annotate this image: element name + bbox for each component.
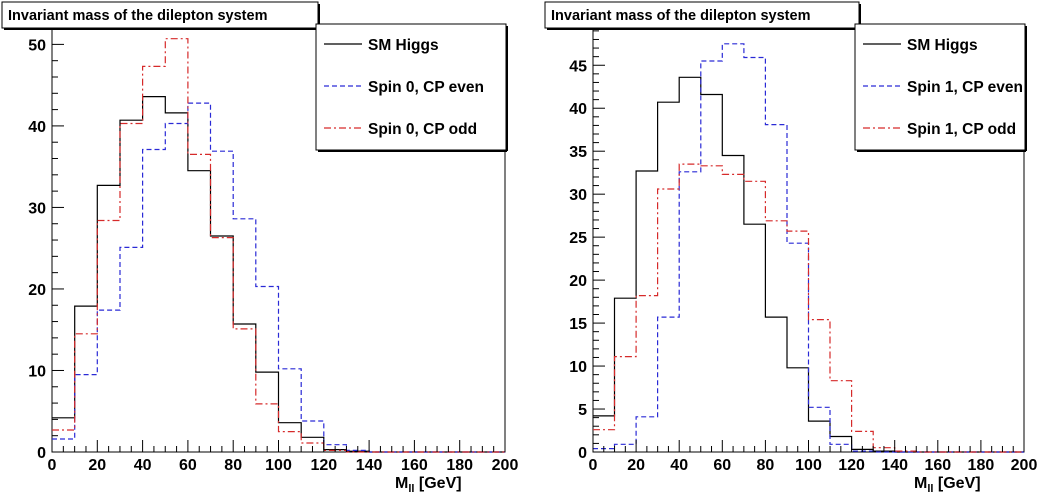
- x-axis-title: Mll [GeV]: [914, 475, 981, 495]
- y-tick-label: 0: [37, 445, 46, 462]
- legend-entry-label: SM Higgs: [907, 37, 978, 54]
- y-tick-label: 30: [569, 187, 587, 204]
- y-tick-label: 15: [569, 316, 587, 333]
- y-tick-label: 0: [578, 445, 587, 462]
- x-tick-label: 100: [265, 457, 292, 474]
- x-tick-label: 200: [1011, 457, 1038, 474]
- y-tick-label: 40: [569, 101, 587, 118]
- x-tick-label: 120: [310, 457, 337, 474]
- x-tick-label: 60: [179, 457, 197, 474]
- x-tick-label: 80: [757, 457, 775, 474]
- histogram-series-3: [52, 38, 505, 453]
- y-tick-label: 10: [569, 359, 587, 376]
- histogram-series-2: [593, 43, 1024, 453]
- title-box: [1, 1, 319, 29]
- x-tick-label: 100: [795, 457, 822, 474]
- x-tick-label: 40: [670, 457, 688, 474]
- legend-box: [315, 23, 507, 151]
- legend-entry-label: Spin 1, CP odd: [907, 121, 1016, 138]
- x-tick-label: 20: [88, 457, 106, 474]
- y-tick-label: 40: [28, 119, 46, 136]
- y-tick-label: 5: [578, 402, 587, 419]
- y-tick-label: 25: [569, 230, 587, 247]
- x-tick-label: 40: [134, 457, 152, 474]
- y-tick-label: 30: [28, 200, 46, 217]
- x-tick-label: 80: [224, 457, 242, 474]
- x-tick-label: 180: [446, 457, 473, 474]
- y-tick-label: 45: [569, 58, 587, 75]
- legend-box: [854, 23, 1026, 151]
- chart-title: Invariant mass of the dilepton system: [551, 8, 810, 24]
- y-tick-label: 35: [569, 144, 587, 161]
- chart-panel-1: 0 20 40 60 80 100 120 140 160 180 200 0 10 20 30 40 50 Ml…: [1, 1, 519, 495]
- x-tick-label: 140: [881, 457, 908, 474]
- x-tick-label: 160: [401, 457, 428, 474]
- legend-entry-label: Spin 0, CP even: [368, 79, 484, 96]
- legend-entry-label: SM Higgs: [368, 37, 439, 54]
- legend-entry-label: Spin 0, CP odd: [368, 121, 477, 138]
- x-tick-label: 200: [492, 457, 519, 474]
- y-tick-label: 20: [569, 273, 587, 290]
- x-tick-label: 0: [589, 457, 598, 474]
- chart-title: Invariant mass of the dilepton system: [8, 8, 267, 24]
- x-tick-label: 20: [627, 457, 645, 474]
- y-tick-label: 10: [28, 363, 46, 380]
- legend-entry-label: Spin 1, CP even: [907, 79, 1023, 96]
- y-tick-label: 20: [28, 282, 46, 299]
- x-axis-title: Mll [GeV]: [395, 475, 462, 495]
- y-tick-label: 50: [28, 37, 46, 54]
- chart-panel-2: 0 20 40 60 80 100 120 140 160 180 200 0 5 10 15 20 25 30 3…: [544, 1, 1038, 495]
- x-tick-label: 140: [356, 457, 383, 474]
- x-tick-label: 160: [924, 457, 951, 474]
- x-tick-label: 180: [968, 457, 995, 474]
- x-tick-label: 120: [838, 457, 865, 474]
- x-tick-label: 0: [48, 457, 57, 474]
- x-tick-label: 60: [713, 457, 731, 474]
